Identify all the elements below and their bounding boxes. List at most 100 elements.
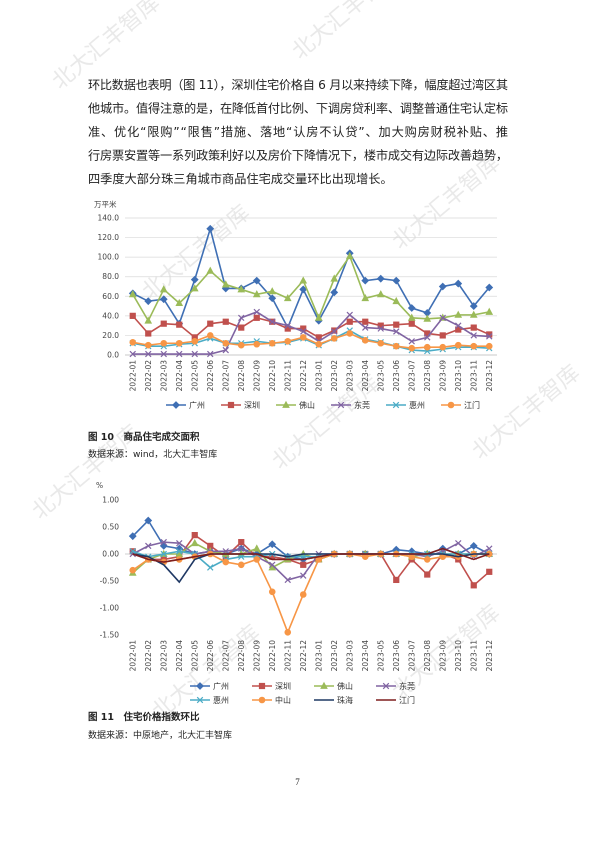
x-tick-label: 2023-12 xyxy=(485,640,494,672)
marker xyxy=(393,328,400,335)
paragraph-line: 四季度大部分珠三角城市商品住宅成交量环比出现增长。 xyxy=(88,171,393,186)
marker xyxy=(144,297,153,306)
marker xyxy=(470,332,477,339)
legend-label: 惠州 xyxy=(409,400,425,410)
x-tick-label: 2023-03 xyxy=(345,360,354,392)
legend-label: 东莞 xyxy=(399,681,415,691)
marker xyxy=(237,341,245,349)
y-tick-label: 20.0 xyxy=(102,331,119,340)
marker xyxy=(447,401,455,409)
marker xyxy=(176,321,183,328)
x-tick-label: 2022-08 xyxy=(237,360,246,392)
marker xyxy=(314,313,323,321)
marker xyxy=(238,314,245,322)
y-axis-label: 万平米 xyxy=(94,199,117,209)
marker xyxy=(299,334,307,341)
y-tick-label: 40.0 xyxy=(102,311,119,320)
marker xyxy=(196,696,204,704)
marker xyxy=(299,285,308,294)
marker xyxy=(362,318,369,325)
marker xyxy=(160,550,167,558)
marker xyxy=(144,341,152,349)
x-tick-label: 2023-07 xyxy=(407,640,416,672)
x-tick-label: 2022-02 xyxy=(144,360,153,392)
marker xyxy=(207,564,214,571)
marker xyxy=(128,532,137,541)
marker xyxy=(382,682,390,690)
marker xyxy=(346,311,353,319)
marker xyxy=(196,682,204,690)
marker xyxy=(160,350,167,358)
marker xyxy=(469,310,478,318)
legend-label: 东莞 xyxy=(354,400,370,410)
marker xyxy=(361,293,370,302)
legend-label: 广州 xyxy=(213,681,229,691)
marker xyxy=(424,334,431,341)
marker xyxy=(486,568,493,575)
x-tick-label: 2023-11 xyxy=(469,360,478,392)
x-tick-label: 2022-01 xyxy=(128,360,137,392)
x-tick-label: 2022-05 xyxy=(190,640,199,672)
marker xyxy=(191,532,198,539)
legend-label: 江门 xyxy=(464,400,480,410)
x-tick-label: 2023-10 xyxy=(454,640,463,672)
legend-label: 深圳 xyxy=(244,400,260,410)
legend-label: 惠州 xyxy=(213,695,229,705)
y-tick-label: 140.0 xyxy=(98,214,120,223)
marker xyxy=(253,556,261,563)
x-tick-label: 2022-03 xyxy=(159,640,168,672)
marker xyxy=(300,561,307,568)
marker xyxy=(253,340,261,348)
marker xyxy=(190,284,199,292)
series-line xyxy=(132,547,490,563)
marker xyxy=(455,322,462,329)
marker xyxy=(345,251,354,260)
watermark: 北大汇丰智库 xyxy=(288,0,405,65)
y-tick-label: -1.50 xyxy=(100,631,120,640)
marker xyxy=(144,316,153,324)
y-axis-label: % xyxy=(96,481,103,490)
x-tick-label: 2022-08 xyxy=(237,640,246,672)
y-tick-label: 120.0 xyxy=(98,233,120,242)
x-tick-label: 2022-11 xyxy=(283,640,292,672)
marker xyxy=(330,335,338,342)
x-tick-label: 2022-10 xyxy=(268,360,277,392)
marker xyxy=(227,401,235,409)
marker xyxy=(283,293,292,302)
marker xyxy=(299,276,308,284)
marker xyxy=(222,318,229,325)
marker xyxy=(207,350,214,358)
marker xyxy=(258,696,266,704)
marker xyxy=(470,582,477,589)
marker xyxy=(330,288,339,297)
marker xyxy=(238,553,245,560)
marker xyxy=(423,314,432,322)
x-tick-label: 2022-05 xyxy=(190,360,199,392)
figure-caption: 图 10 商品住宅成交面积 xyxy=(88,431,200,443)
marker xyxy=(424,571,431,578)
marker xyxy=(455,539,462,547)
marker xyxy=(145,350,152,358)
marker xyxy=(469,302,478,310)
marker xyxy=(145,330,152,337)
series-line xyxy=(132,553,490,584)
marker xyxy=(160,320,167,327)
marker xyxy=(376,290,385,298)
marker xyxy=(238,324,245,331)
marker xyxy=(299,591,307,598)
x-tick-label: 2023-05 xyxy=(376,640,385,672)
x-tick-label: 2023-08 xyxy=(423,360,432,392)
x-tick-label: 2023-02 xyxy=(330,360,339,392)
marker xyxy=(454,310,463,318)
marker xyxy=(423,343,431,351)
y-tick-label: 0.50 xyxy=(102,523,119,532)
marker xyxy=(300,572,307,579)
x-tick-label: 2023-02 xyxy=(330,640,339,672)
x-tick-label: 2022-07 xyxy=(221,360,230,392)
marker xyxy=(172,401,180,409)
marker xyxy=(392,296,401,305)
marker xyxy=(268,287,277,295)
x-tick-label: 2023-06 xyxy=(392,640,401,672)
marker xyxy=(392,342,400,350)
